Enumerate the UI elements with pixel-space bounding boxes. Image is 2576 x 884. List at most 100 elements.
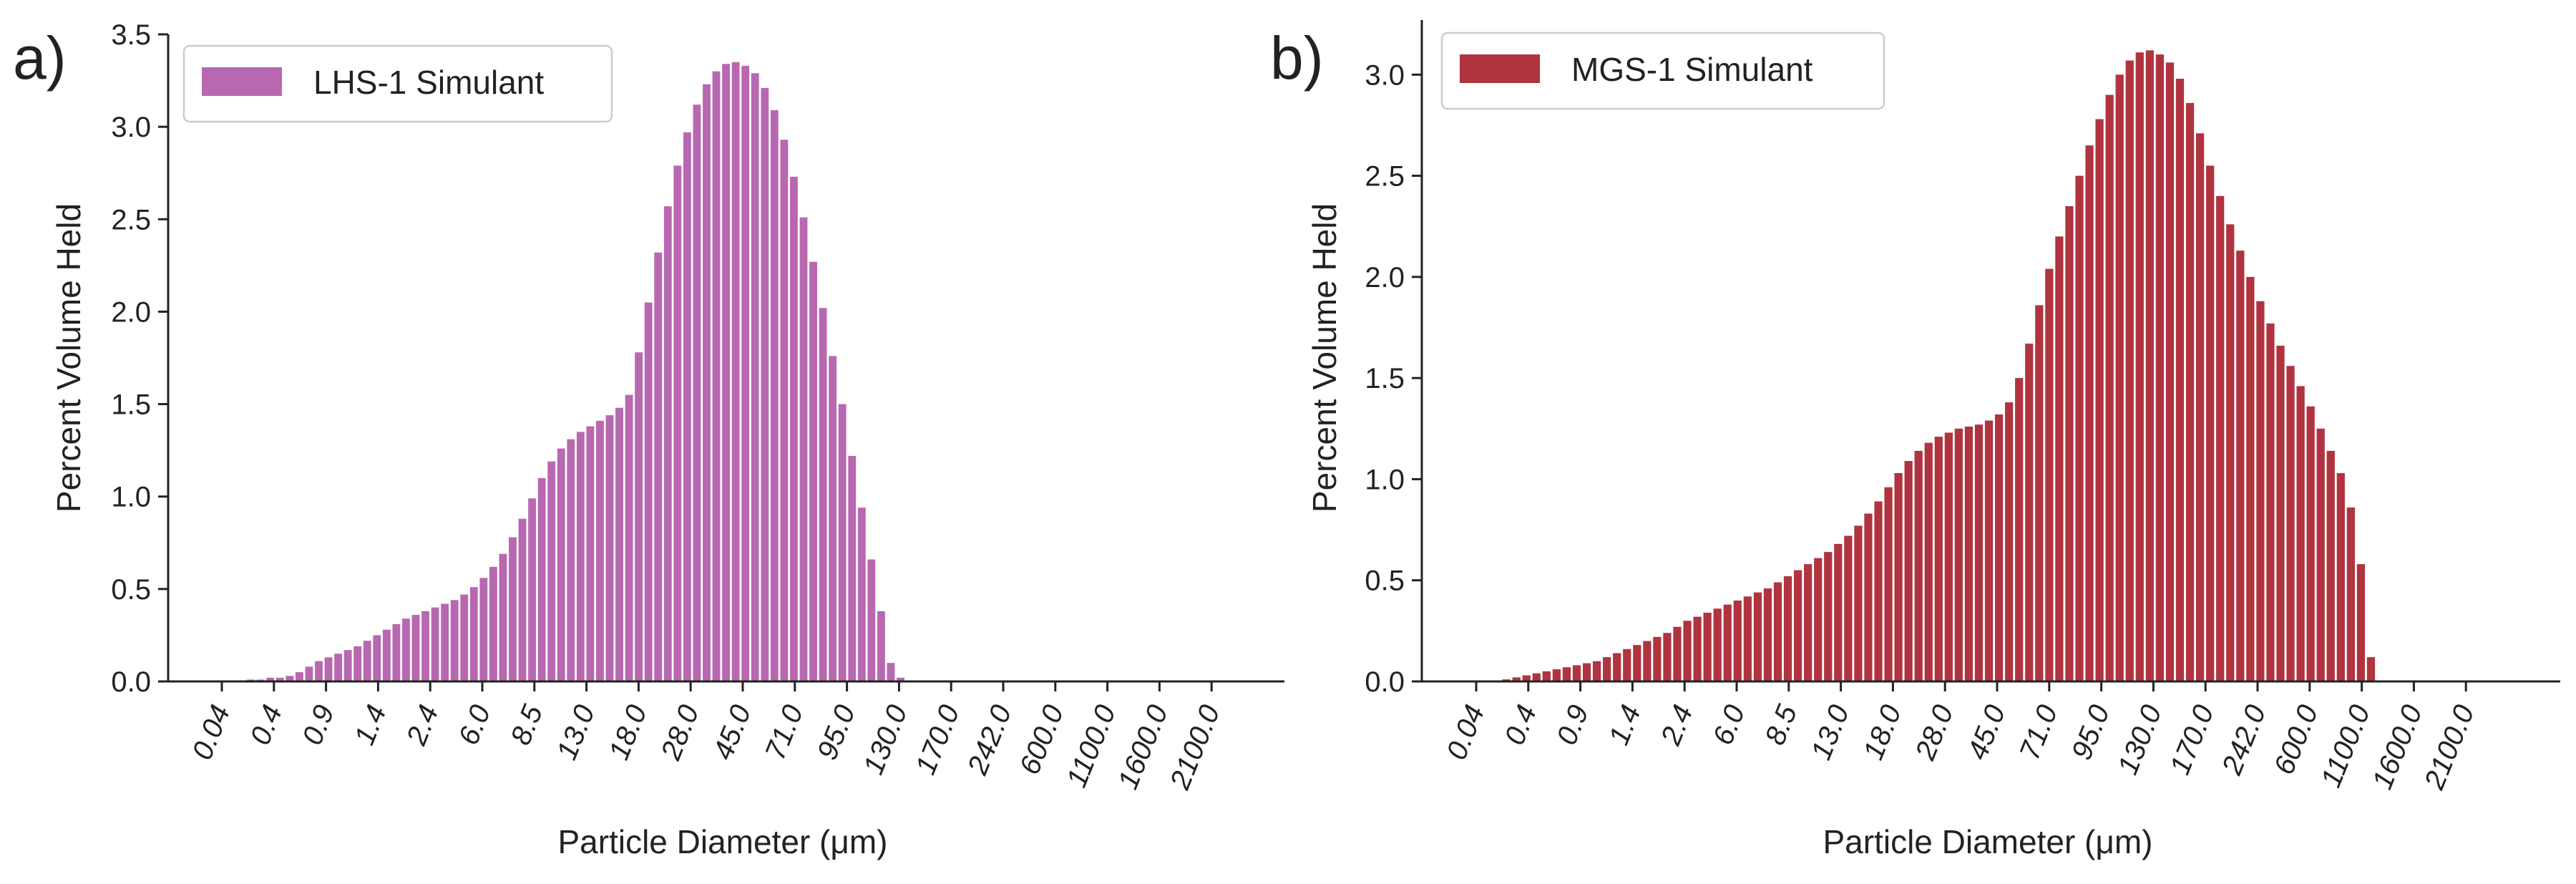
panel-b-bar xyxy=(1532,673,1541,681)
panel-b-legend-swatch xyxy=(1460,54,1540,83)
panel-a-bar xyxy=(382,629,391,681)
panel-a-x-tick-label: 0.04 xyxy=(186,701,236,764)
panel-a-bar xyxy=(799,217,808,681)
panel-b-bar xyxy=(2165,62,2175,682)
panel-a-bar xyxy=(460,594,469,681)
panel-b-bar xyxy=(1643,641,1652,681)
panel-b-bar xyxy=(2246,276,2255,681)
panel-b-bar xyxy=(2055,236,2064,682)
panel-a-bar xyxy=(392,623,401,681)
panel-b-bar xyxy=(2316,428,2325,681)
panel-a-bar xyxy=(838,404,847,681)
panel-b-y-tick-label: 2.5 xyxy=(1365,161,1405,193)
panel-a-bar xyxy=(819,308,827,681)
panel-b-bar xyxy=(1924,442,1933,681)
panel-b-bar xyxy=(2045,268,2054,681)
panel-a-bar xyxy=(547,461,556,681)
panel-b-bar xyxy=(2095,119,2104,681)
panel-a-bar xyxy=(605,415,614,681)
panel-b-bar xyxy=(1804,564,1813,681)
panel-b-bar xyxy=(2115,74,2124,682)
panel-b-bar xyxy=(1874,501,1883,681)
panel-a-bar xyxy=(770,110,779,681)
panel-a-y-tick-label: 0.5 xyxy=(111,574,151,606)
panel-b-x-tick-label: 18.0 xyxy=(1858,701,1908,764)
panel-a-bar xyxy=(286,676,294,681)
panel-a-bar xyxy=(761,87,769,681)
panel-b-y-tick-label: 2.0 xyxy=(1365,262,1405,293)
panel-a-x-tick-label: 170.0 xyxy=(909,701,965,779)
panel-b-bar xyxy=(2175,78,2185,681)
panel-a-bar xyxy=(518,518,527,681)
panel-a-bar xyxy=(712,71,721,681)
panel-b-x-tick-label: 71.0 xyxy=(2014,701,2064,764)
panel-a-x-tick-label: 2100.0 xyxy=(1164,701,1226,795)
panel-a-bar xyxy=(509,537,517,681)
panel-a-bar xyxy=(644,302,653,681)
panel-a-bar xyxy=(751,73,759,682)
panel-b-bar xyxy=(1572,665,1581,681)
panel-b-bar xyxy=(1522,675,1531,681)
panel-b-bar xyxy=(2005,402,2014,681)
panel-b-label: b) xyxy=(1270,24,1324,92)
panel-b-x-tick-label: 95.0 xyxy=(2066,701,2116,764)
panel-a-x-tick-label: 0.4 xyxy=(245,701,289,749)
panel-a-x-tick-label: 45.0 xyxy=(707,701,757,764)
panel-b-bar xyxy=(1733,600,1742,681)
panel-b-bar xyxy=(1904,461,1913,681)
panel-a-bar xyxy=(557,448,565,681)
panel-b-legend-box xyxy=(1440,31,1885,110)
panel-a-bar xyxy=(528,498,537,681)
panel-b-bar xyxy=(2015,378,2024,681)
panel-b-legend: MGS-1 Simulant xyxy=(1440,31,1885,110)
panel-a-bar xyxy=(829,356,837,681)
panel-a-y-tick-label: 1.5 xyxy=(111,389,151,421)
panel-a-bar xyxy=(663,206,672,682)
panel-a-bar xyxy=(489,566,497,681)
panel-a-bar xyxy=(596,420,604,681)
panel-a-bar xyxy=(867,559,876,681)
panel-a-x-tick-label: 18.0 xyxy=(603,701,653,764)
panel-a-bar xyxy=(373,635,381,681)
panel-b-bar xyxy=(1944,432,1953,681)
panel-b-x-tick-label: 2.4 xyxy=(1655,701,1699,750)
panel-b-bar xyxy=(2195,133,2205,682)
panel-a-bar xyxy=(722,64,731,681)
panel-a-x-tick-label: 0.9 xyxy=(296,701,341,749)
panel-a-y-ticks: 0.0 0.5 1.0 1.5 2.0 2.5 3.0 3.5 xyxy=(111,19,168,698)
panel-a-bar xyxy=(731,62,740,682)
panel-a-bar xyxy=(537,477,546,681)
panel-b-mgs1-chart: b) 0.0 0.5 1.0 1.5 2.0 2.5 3.0 0.04 0.4 0.9 1.4 2.… xyxy=(1270,20,2560,860)
panel-b-x-tick-label: 242.0 xyxy=(2216,701,2273,779)
panel-b-y-ticks: 0.0 0.5 1.0 1.5 2.0 2.5 3.0 xyxy=(1365,59,1422,698)
panel-a-y-axis-label: Percent Volume Held xyxy=(50,203,87,513)
panel-a-bar xyxy=(887,663,895,681)
panel-a-x-tick-label: 2.4 xyxy=(401,701,445,750)
panel-b-bar xyxy=(2276,345,2285,681)
panel-b-bar xyxy=(1633,645,1641,681)
panel-b-bar xyxy=(1653,636,1662,681)
panel-a-bar xyxy=(615,407,623,681)
panel-a-bar xyxy=(421,611,429,681)
panel-b-bar xyxy=(2336,472,2345,681)
panel-b-bar xyxy=(1592,661,1601,681)
panel-a-x-ticks: 0.04 0.4 0.9 1.4 2.4 6.0 8.5 13.0 18.0 28.0 45.0 71… xyxy=(186,681,1226,795)
panel-a-y-tick-label: 2.5 xyxy=(111,204,151,235)
panel-a-bars xyxy=(247,62,904,682)
panel-a-y-tick-label: 1.0 xyxy=(111,482,151,513)
panel-b-bar xyxy=(1844,535,1853,681)
panel-a-bar xyxy=(431,607,439,681)
panel-a-x-tick-label: 8.5 xyxy=(505,700,550,749)
panel-b-bar xyxy=(1562,667,1571,681)
panel-b-bar xyxy=(2035,305,2044,681)
panel-b-bar xyxy=(2356,564,2366,681)
panel-b-bar xyxy=(2155,54,2165,682)
panel-b-bar xyxy=(1703,612,1712,681)
panel-b-bar xyxy=(2226,224,2235,681)
panel-a-bar xyxy=(683,132,691,681)
panel-a-bar xyxy=(315,661,323,681)
panel-b-bar xyxy=(1914,450,1923,681)
panel-a-lhs1-chart: a) 0.0 0.5 1.0 1.5 2.0 2.5 3.0 3.5 0.04 0.4 0.9 1.… xyxy=(13,19,1284,860)
panel-a-bar xyxy=(343,650,352,681)
